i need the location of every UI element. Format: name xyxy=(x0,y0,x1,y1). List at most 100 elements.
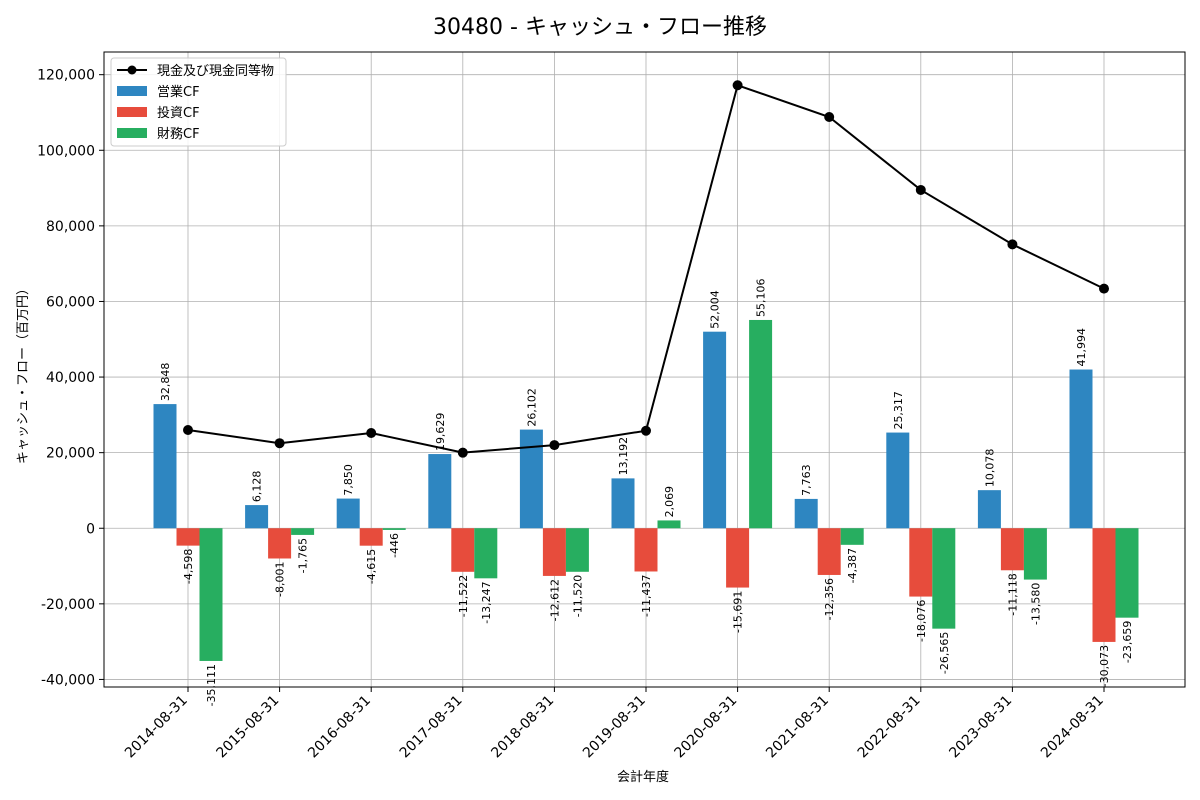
bar-financing xyxy=(749,319,773,529)
bar-value-label: 32,848 xyxy=(159,363,172,402)
bar-financing xyxy=(382,528,406,530)
bar-value-label: -4,387 xyxy=(846,548,859,583)
cash-point xyxy=(824,112,835,123)
x-tick-label: 2020-08-31 xyxy=(672,693,741,762)
bar-value-label: -11,520 xyxy=(571,575,584,617)
x-tick-label: 2022-08-31 xyxy=(855,693,924,762)
bar-financing xyxy=(1115,528,1139,618)
chart-title: 30480 - キャッシュ・フロー推移 xyxy=(433,15,767,40)
y-tick-label: -40,000 xyxy=(41,672,95,688)
grid xyxy=(104,52,1185,687)
bar-investing xyxy=(176,528,200,546)
y-tick-label: 40,000 xyxy=(46,370,95,386)
y-tick-label: -20,000 xyxy=(41,597,95,613)
bar-value-label: 19,629 xyxy=(434,413,447,452)
bar-investing xyxy=(1092,528,1116,642)
bar-value-label: 25,317 xyxy=(892,391,905,430)
bar-value-label: -8,001 xyxy=(274,561,287,596)
bar-value-label: -4,598 xyxy=(182,549,195,584)
bar-value-label: -1,765 xyxy=(297,538,310,573)
cash-point xyxy=(366,428,377,438)
bar-value-label: -4,615 xyxy=(365,549,378,584)
bar-value-label: -13,580 xyxy=(1029,583,1042,625)
cash-point xyxy=(641,425,651,436)
y-tick-label: 60,000 xyxy=(46,294,95,310)
bar-operating xyxy=(977,490,1001,529)
legend-swatch xyxy=(117,107,147,117)
cash-point xyxy=(457,447,468,458)
x-tick-label: 2019-08-31 xyxy=(580,693,649,762)
bars xyxy=(153,319,1139,661)
bar-investing xyxy=(909,528,933,597)
bar-value-label: 55,106 xyxy=(755,278,768,317)
legend-box xyxy=(110,57,287,147)
bar-value-label: -11,522 xyxy=(457,575,470,617)
x-axis-title: 会計年度 xyxy=(617,769,669,785)
legend-label: 現金及び現金同等物 xyxy=(157,63,274,79)
bar-value-label: -26,565 xyxy=(938,632,951,674)
bar-investing xyxy=(1000,528,1024,571)
bar-financing xyxy=(199,528,223,661)
bar-value-label: 7,763 xyxy=(800,464,813,496)
legend-label: 営業CF xyxy=(157,84,200,100)
legend-swatch xyxy=(117,86,147,96)
cash-point xyxy=(549,440,560,451)
bar-value-label: -15,691 xyxy=(732,591,745,633)
cash-point xyxy=(1099,283,1109,294)
bar-operating xyxy=(153,404,177,529)
x-tick-label: 2024-08-31 xyxy=(1038,693,1107,762)
y-tick-label: 80,000 xyxy=(46,219,95,235)
cash-point xyxy=(915,184,926,195)
bar-financing xyxy=(932,528,956,629)
bar-value-label: -13,247 xyxy=(480,581,493,623)
bar-operating xyxy=(1069,369,1093,529)
bar-value-label: 2,069 xyxy=(663,486,676,518)
bar-value-label: 41,994 xyxy=(1075,328,1088,367)
x-tick-label: 2016-08-31 xyxy=(305,693,374,762)
bar-operating xyxy=(336,498,360,529)
y-tick-label: 120,000 xyxy=(37,68,95,84)
cash-point xyxy=(732,80,743,91)
bar-value-label: 7,850 xyxy=(342,464,355,496)
legend-swatch xyxy=(117,128,147,138)
plot-frame xyxy=(103,51,1186,688)
cash-point xyxy=(183,424,193,435)
bar-investing xyxy=(817,528,841,575)
bar-value-label: -12,612 xyxy=(548,579,561,621)
bar-investing xyxy=(542,528,566,576)
bar-value-label: -30,073 xyxy=(1098,645,1111,687)
bar-value-label: -446 xyxy=(388,533,401,558)
bar-operating xyxy=(519,429,543,529)
bar-financing xyxy=(840,528,864,545)
bar-value-label: -12,356 xyxy=(823,578,836,620)
bar-operating xyxy=(886,432,910,529)
bar-investing xyxy=(451,528,475,572)
bar-operating xyxy=(611,478,635,529)
bar-financing xyxy=(291,528,315,535)
bar-value-label: 52,004 xyxy=(709,290,722,329)
x-tick-label: 2023-08-31 xyxy=(946,693,1015,762)
bar-operating xyxy=(428,454,452,529)
cash-point xyxy=(274,438,285,449)
bar-value-label: -35,111 xyxy=(205,664,218,706)
bar-value-label: -23,659 xyxy=(1121,621,1134,663)
bar-value-label: -11,437 xyxy=(640,574,653,616)
bar-value-label: 13,192 xyxy=(617,437,630,476)
bar-value-label: 6,128 xyxy=(251,471,264,503)
bar-investing xyxy=(634,528,658,572)
cash-line xyxy=(183,80,1109,458)
bar-financing xyxy=(474,528,498,579)
x-tick-label: 2017-08-31 xyxy=(397,693,466,762)
x-tick-label: 2021-08-31 xyxy=(763,693,832,762)
bar-value-label: -18,076 xyxy=(915,600,928,642)
x-tick-label: 2018-08-31 xyxy=(488,693,557,762)
value-labels: 32,848 6,128 7,850 19,629 26,102 13,192 52,004… xyxy=(159,278,1134,706)
bar-value-label: 10,078 xyxy=(983,449,996,488)
x-tick-label: 2015-08-31 xyxy=(214,693,283,762)
bar-investing xyxy=(268,528,292,559)
bar-financing xyxy=(1023,528,1047,580)
x-axis: 2014-08-31 2015-08-31 2016-08-31 2017-08-31… xyxy=(122,687,1107,761)
bar-financing xyxy=(565,528,589,572)
